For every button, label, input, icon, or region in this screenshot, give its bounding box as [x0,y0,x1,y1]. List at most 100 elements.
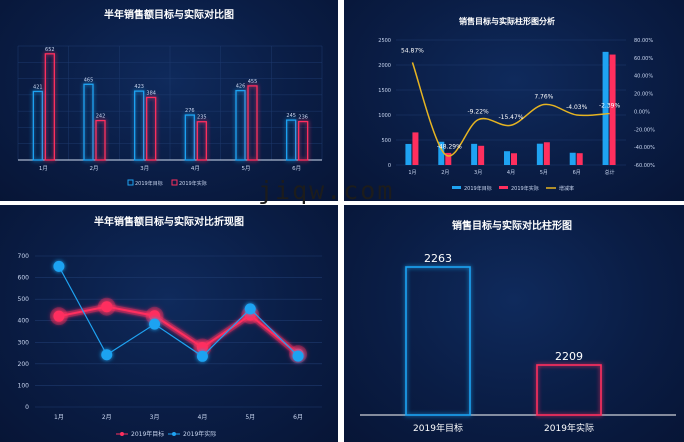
data-label: 465 [84,77,94,83]
data-label: 652 [45,47,55,53]
x-tick-label: 6月 [293,414,303,421]
bar-actual [298,120,309,161]
bar-actual [576,153,583,165]
bar-target [235,89,246,161]
y2-tick-label: -20.00% [634,127,655,133]
target-point [196,341,208,353]
x-tick-label: 2月 [441,170,449,176]
chart-title: 销售目标与实际柱形图分析 [459,16,555,26]
x-tick-label: 1月 [54,414,64,421]
actual-point [196,350,208,362]
legend-label: 2019年实际 [511,185,539,192]
legend-swatch [171,179,178,186]
y2-tick-label: 40.00% [634,74,653,80]
combo-bar-line-chart: 销售目标与实际柱形图分析 0 500 1000 1500 2000 2500 -60.00% -… [378,16,655,192]
rate-line [411,62,610,157]
y2-tick-label: -40.00% [634,145,655,151]
legend-swatch [499,186,508,189]
chart-title: 半年销售额目标与实际对比图 [104,8,234,21]
rate-label: -2.39% [599,103,621,110]
legend-label: 2019年实际 [179,180,207,187]
bar-actual [511,153,517,165]
y-tick-label: 0 [25,404,29,411]
y-tick-label: 100 [18,382,30,389]
bar-actual [247,85,258,161]
x-tick-label: 总计 [605,169,615,176]
y-tick-label: 500 [381,138,391,144]
actual-point [149,318,161,330]
legend-label: 2019年目标 [464,185,492,192]
bar-actual [543,142,550,165]
rate-label: -15.47% [498,114,523,121]
legend-label: 2019年实际 [183,430,216,438]
data-label: 384 [146,90,156,96]
rate-label: -48.29% [437,144,462,151]
bar-actual [146,96,157,161]
x-tick-label: 2月 [102,414,112,421]
actual-point [292,350,304,362]
rate-label: 54.87% [401,47,424,54]
y-tick-label: 2500 [378,38,391,44]
legend-marker [172,432,176,436]
legend-swatch [452,186,461,189]
x-tick-label: 1月 [408,170,416,176]
y-tick-label: 300 [18,339,30,346]
bar-target [134,90,145,161]
data-label: 426 [236,84,246,90]
bar-actual [412,132,419,165]
target-point [149,310,161,322]
monthly-bar-chart-panel: 半年销售额目标与实际对比图 421 652 1月 465 242 2月 423 384 3月 276… [0,0,338,201]
y2-tick-label: -60.00% [634,163,655,169]
legend-label: 2019年目标 [135,180,163,187]
y-tick-label: 600 [18,275,30,282]
watermark: jiqw.com [258,176,395,205]
bar-target [536,143,543,165]
y-tick-label: 0 [388,163,391,169]
x-tick-label: 2019年实际 [544,422,594,434]
legend-marker [120,432,124,436]
y2-tick-label: 80.00% [634,38,653,44]
y-tick-label: 1500 [378,88,391,94]
monthly-line-chart: 半年销售额目标与实际对比折现图 0 100 200 300 400 500 600 700 1月 2… [18,215,322,438]
data-label: 421 [33,84,43,90]
x-tick-label: 3月 [140,165,149,172]
data-label: 455 [248,79,258,85]
actual-point [53,260,65,272]
data-label: 423 [134,84,144,90]
total-bar-chart-panel: 销售目标与实际对比柱形图 2263 2019年目标 2209 2019年实际 [344,205,684,442]
total-bar-chart: 销售目标与实际对比柱形图 2263 2019年目标 2209 2019年实际 [360,219,676,434]
y-tick-label: 500 [18,296,30,303]
x-tick-label: 3月 [474,170,482,176]
y2-tick-label: 20.00% [634,92,653,98]
rate-label: -9.22% [468,109,490,116]
x-tick-label: 6月 [573,170,581,176]
y-tick-label: 400 [18,318,30,325]
bar-target [405,266,471,416]
target-point [53,310,65,322]
bar-target [286,119,297,161]
y2-tick-label: 0.00% [634,109,650,115]
bar-actual [95,119,106,161]
bar-target [438,141,445,165]
bar-target [83,83,94,161]
y-tick-label: 700 [18,253,30,260]
x-tick-label: 4月 [191,165,200,172]
x-tick-label: 1月 [39,165,48,172]
bar-actual [609,54,616,165]
rate-label: 7.76% [534,94,553,101]
x-tick-label: 3月 [150,414,160,421]
x-tick-label: 5月 [245,414,255,421]
x-tick-label: 2019年目标 [413,422,463,434]
x-tick-label: 5月 [540,170,548,176]
bar-target [471,143,478,165]
y-tick-label: 200 [18,361,30,368]
x-tick-label: 4月 [198,414,208,421]
bar-actual [445,152,452,165]
data-label: 2263 [424,252,452,265]
y-tick-label: 1000 [378,113,391,119]
combo-chart-panel: 销售目标与实际柱形图分析 0 500 1000 1500 2000 2500 -60.00% -… [344,0,684,201]
bar-actual [196,121,207,161]
legend-label: 2019年目标 [131,430,164,438]
data-label: 2209 [555,350,583,363]
